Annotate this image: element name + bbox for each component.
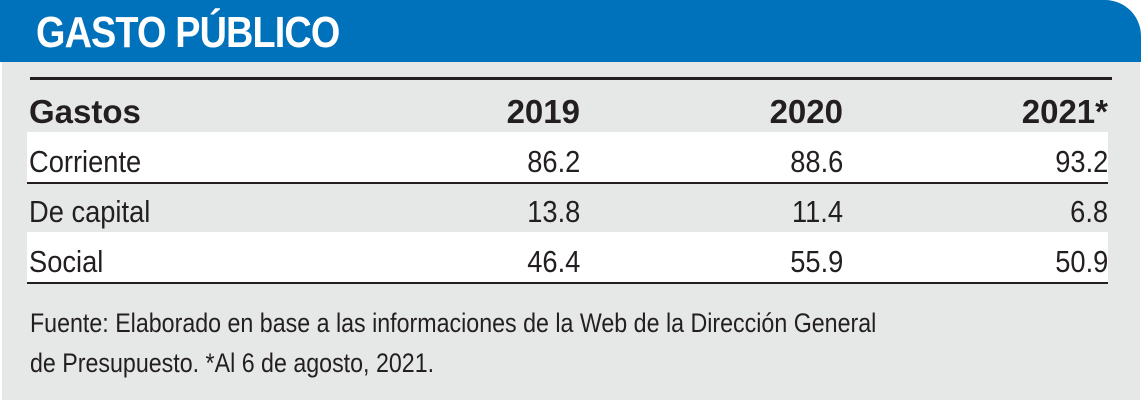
value-2019: 13.8 [526,194,580,229]
value-2020: 11.4 [791,194,843,229]
table-row: Social 46.4 55.9 50.9 [27,232,1108,284]
value-2020: 88.6 [789,144,843,179]
table-row: De capital 13.8 11.4 6.8 [27,182,1108,234]
header-2020: 2020 [769,93,843,130]
source-note-line-1: Fuente: Elaborado en base a las informac… [30,308,877,338]
row-label: Corriente [29,144,142,179]
row-label: Social [29,244,104,279]
value-2020: 55.9 [789,244,843,279]
table-header-row: Gastos 2019 2020 2021* [27,82,1108,134]
table-panel [2,62,1140,400]
top-divider [30,77,1112,80]
header-2021: 2021* [1021,93,1108,130]
gasto-publico-card: GASTO PÚBLICO Gastos 2019 2020 2021* Cor… [0,0,1141,400]
page-title: GASTO PÚBLICO [36,8,340,57]
value-2021: 50.9 [1054,244,1108,279]
source-note-line-2: de Presupuesto. *Al 6 de agosto, 2021. [30,348,435,378]
value-2019: 46.4 [526,244,580,279]
header-2019: 2019 [506,93,580,130]
header-gastos: Gastos [29,93,141,130]
title-banner: GASTO PÚBLICO [0,0,1141,62]
row-label: De capital [29,194,151,229]
value-2021: 6.8 [1070,194,1108,229]
value-2019: 86.2 [526,144,580,179]
value-2021: 93.2 [1054,144,1108,179]
table-row: Corriente 86.2 88.6 93.2 [27,132,1108,184]
